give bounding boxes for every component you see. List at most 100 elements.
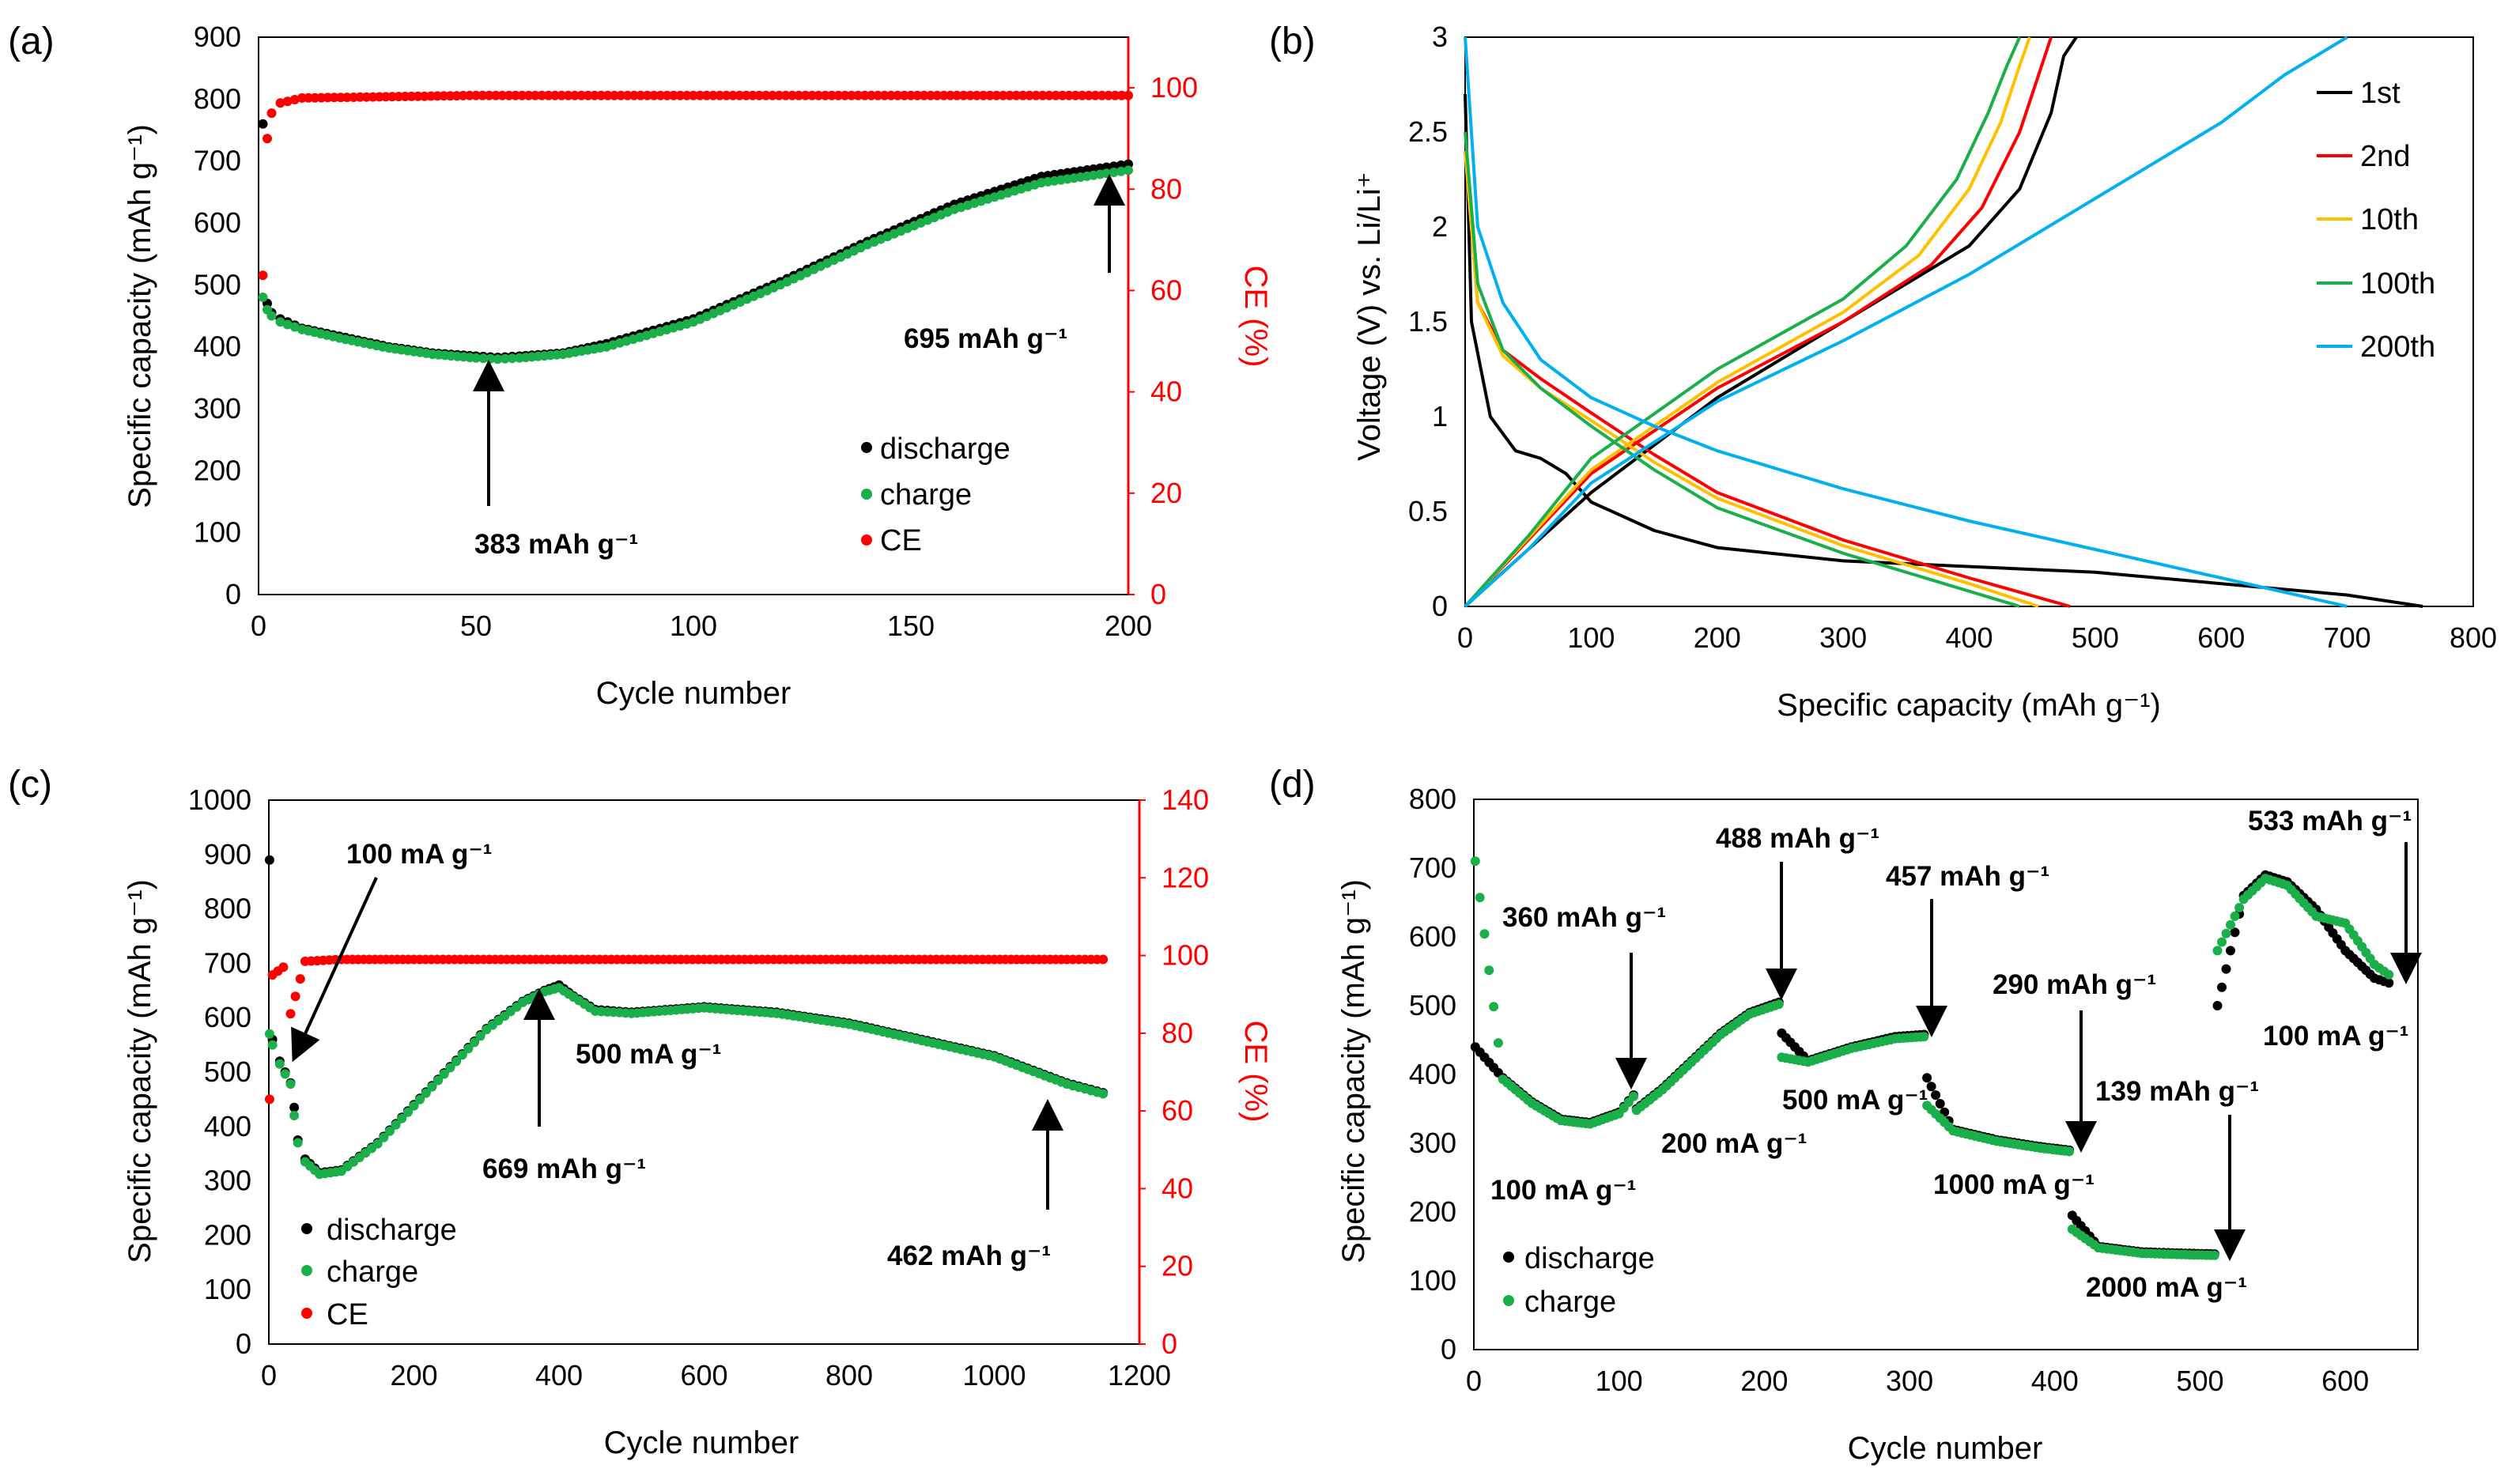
a-CE-point [1064,90,1074,100]
y-tick-label: 300 [204,1165,251,1197]
c-charge-point [433,1075,444,1086]
c-charge-point [445,1063,455,1073]
x-tick-label: 0 [261,1359,277,1391]
a-CE-point [701,90,712,100]
a-CE-point [965,90,975,100]
panel-b-x-label: Specific capacity (mAh g⁻¹) [1777,688,2161,723]
x-tick-label: 400 [1945,621,1993,654]
y2-tick-label: 80 [1150,172,1182,205]
d-charge-point [1484,965,1494,976]
y-tick-label: 0 [236,1327,251,1360]
a-CE-point [689,90,698,100]
panel-a-y2-label: CE (%) [1238,266,1273,368]
a-CE-point [1116,90,1127,100]
y-tick-label: 200 [1409,1195,1456,1228]
panel-c-x-ticks: 0 200 400 600 800 1000 1200 [261,1359,1171,1391]
x-tick-label: 100 [1596,1365,1643,1397]
y2-tick-label: 0 [1150,578,1166,610]
line-10th-discharge [1464,150,2039,608]
c-CE-point [295,974,305,984]
a-charge-point [266,311,277,321]
y2-tick-label: 60 [1150,274,1182,306]
d-charge-point [2226,919,2235,930]
y-tick-label: 900 [204,838,251,870]
legend-b-100th: 100th [2360,267,2435,300]
a-CE-point [583,90,593,100]
y2-tick-label: 0 [1162,1327,1177,1360]
line-2nd-charge [1464,36,2053,608]
d-discharge-point [1926,1082,1936,1092]
panel-a-annot-695: 695 mAh g⁻¹ [904,323,1067,354]
c-charge-point [470,1037,479,1048]
y-tick-label: 1000 [188,784,251,816]
a-CE-point [952,90,962,100]
y-tick-label: 0 [1441,1333,1456,1365]
legend-c-ce-marker [301,1308,312,1319]
a-CE-point [642,90,652,100]
legend-c-discharge: discharge [327,1214,457,1247]
a-CE-point [932,90,942,100]
panel-c-arrow-100ma [291,877,378,1063]
a-CE-point [622,90,633,100]
a-CE-point [275,98,285,108]
x-tick-label: 100 [1567,621,1615,654]
a-CE-point [721,90,731,100]
panel-d-annot-360: 360 mAh g⁻¹ [1502,902,1666,933]
panel-d-annot-100ma-2: 100 mA g⁻¹ [2263,1021,2408,1052]
d-discharge-point [2226,946,2235,956]
panel-a-points [258,90,1133,364]
y-tick-label: 0 [225,578,241,610]
legend-b-10th: 10th [2360,203,2419,236]
y-tick-label: 100 [1409,1264,1456,1297]
y2-tick-label: 20 [1150,477,1182,509]
a-CE-point [768,90,777,100]
panel-d-x-label: Cycle number [1848,1431,2043,1466]
panel-d: (d) 0 100 200 300 400 500 600 0 100 200 300 400 500… [1269,764,2422,1466]
legend-a-ce-marker [861,534,872,546]
a-CE-point [576,90,587,100]
a-CE-point [728,90,738,100]
a-CE-point [794,90,804,100]
panel-c-y2-label: CE (%) [1238,1021,1273,1123]
a-CE-point [879,90,890,100]
c-charge-point [391,1120,401,1130]
y-tick-label: 400 [204,1110,251,1142]
a-CE-point [807,90,817,100]
d-discharge-point [1922,1073,1932,1083]
a-CE-point [1071,90,1081,100]
y-tick-label: 0 [1432,590,1448,622]
y2-tick-label: 100 [1150,71,1198,104]
x-tick-label: 600 [680,1359,727,1391]
line-200th-discharge [1464,36,2348,608]
y-tick-label: 600 [204,1001,251,1033]
a-CE-point [998,90,1008,100]
a-charge-point [1124,165,1133,176]
x-tick-label: 0 [251,610,266,642]
y-tick-label: 1.5 [1408,305,1448,338]
a-CE-point [893,90,903,100]
a-CE-point [263,134,272,144]
a-CE-point [511,90,520,100]
panel-c-y2-ticks: 0 20 40 60 80 100 120 140 [1139,784,1209,1360]
y-tick-label: 400 [1409,1058,1456,1090]
panel-a-label: (a) [8,21,55,62]
a-CE-point [504,90,514,100]
a-CE-point [662,90,672,100]
x-tick-label: 200 [1694,621,1741,654]
panel-a: (a) 0 50 100 150 200 01002003004005006007008… [8,21,1273,711]
d-charge-point [1493,1038,1503,1048]
a-CE-point [912,90,923,100]
c-CE-point [290,991,300,1002]
c-charge-point [397,1113,407,1123]
a-CE-point [563,90,573,100]
x-tick-label: 600 [2197,621,2245,654]
a-CE-point [906,90,916,100]
a-CE-point [814,90,824,100]
a-CE-point [478,90,488,100]
c-charge-point [280,1069,290,1079]
d-charge-point [1774,999,1784,1010]
a-CE-point [1025,90,1034,100]
c-charge-point [267,1040,278,1050]
a-CE-point [735,90,745,100]
